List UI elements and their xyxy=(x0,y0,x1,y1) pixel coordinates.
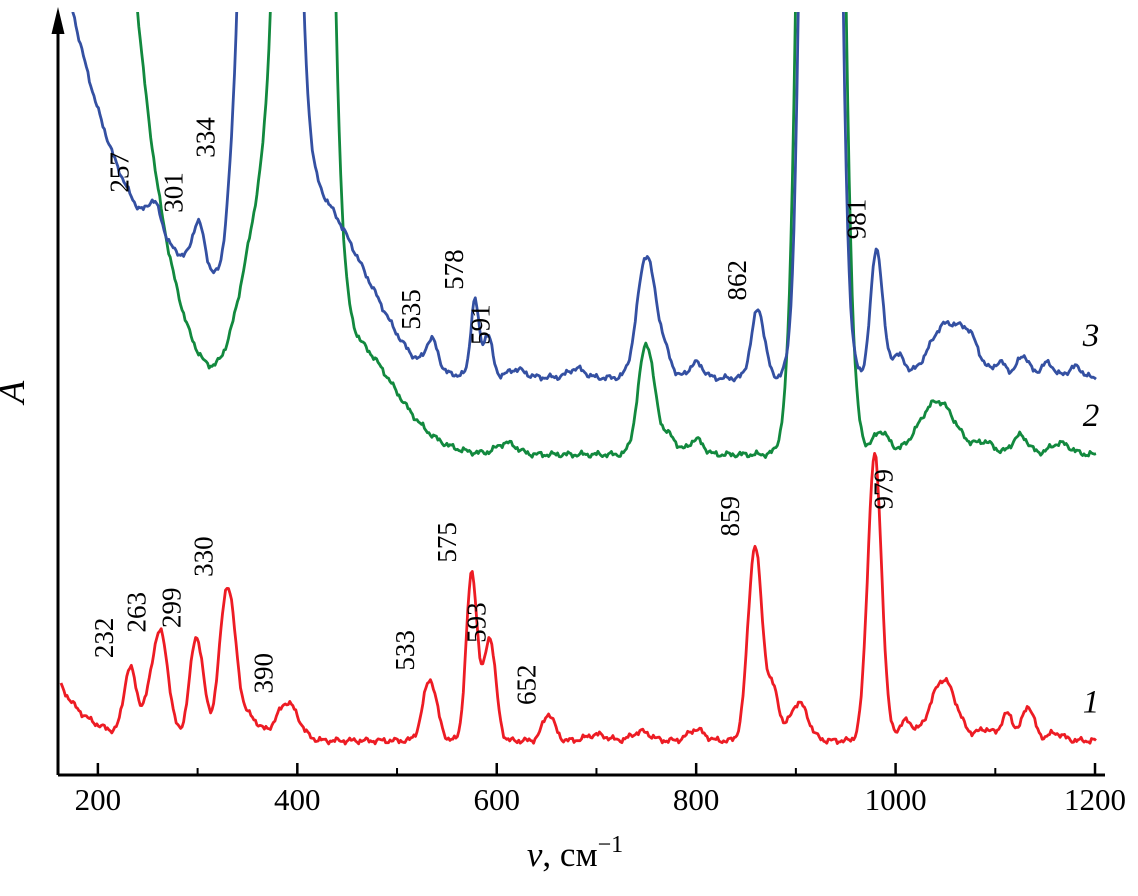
peak-label-652: 652 xyxy=(512,664,542,705)
peak-label-575: 575 xyxy=(432,522,462,563)
y-axis-arrow-icon xyxy=(51,7,65,34)
peak-label-578: 578 xyxy=(439,249,469,290)
x-tick-label: 1000 xyxy=(865,782,927,817)
peak-label-257: 257 xyxy=(105,152,135,193)
spectrum-curve-2 xyxy=(136,12,1097,459)
peak-label-232: 232 xyxy=(89,618,119,659)
peak-label-535: 535 xyxy=(396,289,426,330)
peak-label-981: 981 xyxy=(842,199,872,240)
peak-label-533: 533 xyxy=(390,630,420,671)
peak-label-862: 862 xyxy=(722,260,752,301)
curve-number-label-3: 3 xyxy=(1082,318,1100,354)
peak-label-591: 591 xyxy=(466,304,496,345)
spectrum-curve-3 xyxy=(71,12,1097,383)
peak-label-859: 859 xyxy=(715,496,745,537)
peak-label-334: 334 xyxy=(191,117,221,158)
x-tick-label: 1200 xyxy=(1064,782,1126,817)
curve-number-label-2: 2 xyxy=(1083,398,1100,434)
curve-number-label-1: 1 xyxy=(1083,685,1100,721)
peak-label-593: 593 xyxy=(462,602,492,643)
x-axis-label: ν, см−1 xyxy=(527,832,623,874)
peak-label-301: 301 xyxy=(159,172,189,213)
peak-label-263: 263 xyxy=(122,592,152,633)
x-tick-label: 600 xyxy=(473,782,520,817)
spectrum-curve-1 xyxy=(59,452,1097,746)
x-tick-label: 400 xyxy=(274,782,321,817)
peak-label-390: 390 xyxy=(248,653,278,694)
axes: 200 400 600 800 1000 1200 xyxy=(51,7,1126,817)
x-tick-label: 200 xyxy=(75,782,122,817)
peak-label-330: 330 xyxy=(189,536,219,577)
curves xyxy=(59,12,1097,746)
x-tick-label: 800 xyxy=(673,782,720,817)
y-axis-label: A xyxy=(0,380,33,406)
peak-label-979: 979 xyxy=(869,469,899,510)
peak-label-299: 299 xyxy=(157,587,187,628)
